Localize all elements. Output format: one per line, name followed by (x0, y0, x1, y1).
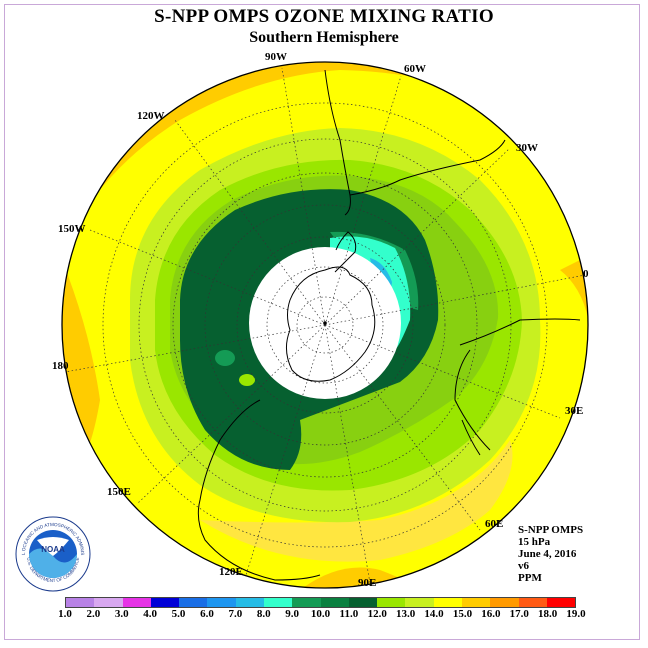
legend-tick-label: 18.0 (537, 608, 558, 620)
label-60e: 60E (485, 518, 504, 530)
legend-swatch (292, 598, 321, 607)
observation-date: June 4, 2016 (518, 548, 577, 560)
legend-tick-label: 13.0 (396, 608, 416, 620)
patch-9-10 (215, 350, 235, 366)
contour-14-15-lower (200, 440, 513, 562)
legend-tick-label: 10.0 (310, 608, 331, 620)
label-60w: 60W (404, 63, 426, 75)
colorbar-ticks: 1.0 2.0 3.0 4.0 5.0 6.0 7.0 8.0 9.0 10.0 11.0 12.0 1… (0, 608, 648, 622)
contour-15-16-west (62, 240, 100, 480)
label-90e: 90E (358, 577, 377, 589)
legend-swatch (518, 598, 547, 607)
longitude-grid (64, 67, 586, 584)
legend-tick-label: 9.0 (285, 608, 299, 620)
figure-frame (4, 4, 640, 640)
legend-swatch (122, 598, 151, 607)
legend-swatch (433, 598, 462, 607)
legend-tick-label: 4.0 (143, 608, 158, 620)
legend-swatch (490, 598, 519, 607)
logo-initials: NOAA (41, 545, 65, 554)
legend-swatch (207, 598, 236, 607)
legend-tick-label: 11.0 (339, 608, 359, 620)
label-120w: 120W (137, 110, 165, 122)
legend-swatch (405, 598, 434, 607)
pressure-level: 15 hPa (518, 536, 551, 548)
label-30w: 30W (516, 142, 538, 154)
label-150e: 150E (107, 486, 131, 498)
legend-tick-label: 3.0 (114, 608, 129, 620)
contour-15-16-north (62, 62, 588, 250)
south-america-coast (324, 69, 351, 216)
legend-swatch (94, 598, 123, 607)
africa-coast (454, 318, 581, 451)
label-180: 180 (52, 360, 69, 372)
label-90w: 90W (265, 51, 287, 63)
latitude-grid (102, 102, 548, 548)
label-0: 0 (583, 268, 589, 280)
map-boundary (61, 61, 589, 589)
colorbar-legend (65, 597, 576, 608)
patch-12-13 (239, 374, 255, 386)
map-subtitle: Southern Hemisphere (249, 29, 399, 46)
legend-swatch (377, 598, 406, 607)
label-150w: 150W (58, 223, 86, 235)
legend-swatch (263, 598, 293, 607)
legend-swatch (150, 598, 180, 607)
product-version: v6 (518, 560, 529, 572)
australia-coast (197, 399, 321, 581)
instrument-name: S-NPP OMPS (518, 524, 584, 536)
legend-swatch (546, 598, 576, 607)
map-title: S-NPP OMPS OZONE MIXING RATIO (154, 6, 494, 27)
legend-tick-label: 15.0 (452, 608, 473, 620)
contour-15-16-south (300, 567, 430, 588)
contour-15-16-east (560, 250, 588, 340)
south-pole-marker (323, 321, 327, 325)
legend-swatch (66, 598, 95, 607)
legend-tick-label: 8.0 (256, 608, 271, 620)
legend-tick-label: 14.0 (424, 608, 444, 620)
legend-tick-label: 6.0 (200, 608, 214, 620)
legend-swatch (320, 598, 349, 607)
product-info: S-NPP OMPS 15 hPa June 4, 2016 v6 PPM (518, 524, 583, 584)
antarctic-peninsula-coast (334, 231, 357, 273)
units-label: PPM (518, 572, 542, 584)
legend-swatch (348, 598, 378, 607)
noaa-logo: NATIONAL OCEANIC AND ATMOSPHERIC ADMINIS… (15, 516, 91, 592)
legend-tick-label: 7.0 (228, 608, 243, 620)
coastlines (197, 69, 581, 581)
south-america-east-coast (349, 139, 506, 196)
legend-tick-label: 17.0 (509, 608, 529, 620)
legend-tick-label: 19.0 (566, 608, 586, 620)
legend-swatch (461, 598, 491, 607)
legend-tick-label: 5.0 (171, 608, 186, 620)
legend-tick-label: 16.0 (481, 608, 501, 620)
legend-tick-label: 2.0 (86, 608, 101, 620)
antarctica-coast (286, 266, 376, 382)
label-30e: 30E (565, 405, 584, 417)
legend-swatch (235, 598, 264, 607)
legend-tick-label: 1.0 (58, 608, 72, 620)
madagascar-coast (461, 419, 481, 456)
label-120e: 120E (219, 566, 243, 578)
legend-tick-label: 12.0 (367, 608, 387, 620)
legend-swatch (179, 598, 208, 607)
